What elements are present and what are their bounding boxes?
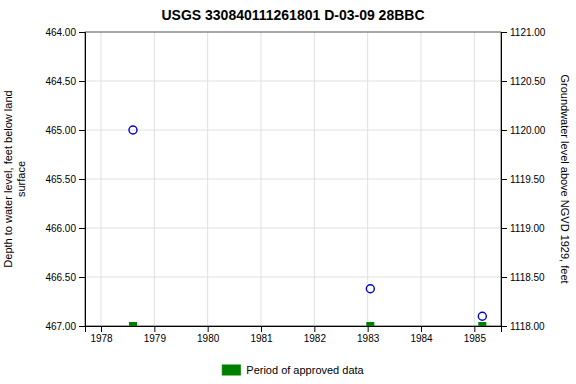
- tick-label: 465.50: [45, 174, 76, 185]
- tick-label: 1119.00: [510, 223, 545, 234]
- tick: 1118.50: [501, 272, 545, 283]
- tick-mark: [79, 277, 85, 278]
- tick: 1984: [410, 326, 433, 344]
- tick-mark: [421, 326, 422, 332]
- axis-line: [502, 33, 508, 327]
- plot: 19781979198019811982198319841985464.0046…: [2, 27, 571, 344]
- tick: 467.00: [45, 321, 85, 332]
- tick-label: 1120.50: [510, 76, 546, 87]
- tick-mark: [501, 326, 507, 327]
- tick-label: 1118.50: [510, 272, 545, 283]
- point: [366, 285, 374, 293]
- tick-label: 1979: [144, 333, 167, 344]
- tick-mark: [501, 179, 507, 180]
- tick-mark: [79, 130, 85, 131]
- y-axis-title-line: Depth to water level, feet below land: [2, 90, 14, 267]
- tick-label: 1978: [90, 333, 113, 344]
- series: [130, 323, 486, 327]
- series: [129, 126, 486, 320]
- x-axis: 1978 1979 1980 1981 1982 1983 1984 1985: [86, 326, 502, 344]
- tick: 1120.00: [501, 125, 546, 136]
- tick: 1980: [197, 326, 220, 344]
- tick-label: 465.00: [45, 125, 76, 136]
- tick-label: 1121.00: [510, 27, 546, 38]
- grid-line: [85, 277, 501, 278]
- tick-mark: [154, 326, 155, 332]
- tick-mark: [501, 81, 507, 82]
- tick: 1121.00: [501, 27, 546, 38]
- tick-mark: [101, 326, 102, 332]
- tick: 465.50: [45, 174, 85, 185]
- tick-label: 1981: [250, 333, 273, 344]
- tick-mark: [501, 228, 507, 229]
- tick: 1979: [144, 326, 167, 344]
- tick-label: 1985: [464, 333, 487, 344]
- tick: 1119.00: [501, 223, 545, 234]
- y-axis-title-line: surface: [15, 161, 27, 197]
- legend-label: Period of approved data: [246, 364, 364, 376]
- tick-label: 1984: [410, 333, 433, 344]
- tick-label: 464.50: [45, 76, 76, 87]
- y2-axis-title: Groundwater level above NGVD 1929, feet: [559, 74, 571, 283]
- tick-mark: [501, 277, 507, 278]
- tick-label: 1980: [197, 333, 220, 344]
- chart: 19781979198019811982198319841985464.0046…: [0, 0, 576, 384]
- marks: [129, 126, 486, 326]
- y-axis-title: Depth to water level, feet below landsur…: [2, 90, 27, 267]
- tick: 465.00: [45, 125, 85, 136]
- tick-label: 1118.00: [510, 321, 545, 332]
- point: [129, 126, 137, 134]
- tick-label: 466.00: [45, 223, 76, 234]
- tick-label: 464.00: [45, 27, 76, 38]
- grid-line: [85, 228, 501, 229]
- grid-line: [85, 81, 501, 82]
- tick-mark: [208, 326, 209, 332]
- legend-swatch: [222, 365, 240, 375]
- y2-axis: 1118.00 1118.50 1119.00 1119.50 1120.00 1120.…: [501, 27, 546, 332]
- legend-item: Period of approved data: [222, 364, 364, 376]
- tick: 466.00: [45, 223, 85, 234]
- tick-mark: [368, 326, 369, 332]
- tick-mark: [79, 179, 85, 180]
- point: [478, 312, 486, 320]
- point: [479, 323, 486, 327]
- plot-frame: [85, 32, 501, 326]
- tick-label: 466.50: [45, 272, 76, 283]
- tick-mark: [79, 32, 85, 33]
- tick-label: 1983: [357, 333, 380, 344]
- tick-mark: [261, 326, 262, 332]
- tick: 1118.00: [501, 321, 545, 332]
- tick: 1119.50: [501, 174, 545, 185]
- tick-mark: [79, 326, 85, 327]
- grid: [85, 32, 501, 326]
- grid-line: [85, 130, 501, 131]
- tick-mark: [474, 326, 475, 332]
- tick: 1983: [357, 326, 380, 344]
- title: USGS 330840111261801 D-03-09 28BBC: [161, 7, 424, 23]
- tick: 466.50: [45, 272, 85, 283]
- tick-label: 467.00: [45, 321, 76, 332]
- tick-label: 1982: [304, 333, 327, 344]
- grid-line: [85, 179, 501, 180]
- tick-mark: [501, 32, 507, 33]
- tick-label: 1120.00: [510, 125, 546, 136]
- tick: 1978: [90, 326, 113, 344]
- tick: 1981: [250, 326, 273, 344]
- tick: 1982: [304, 326, 327, 344]
- point: [130, 323, 137, 327]
- y-axis: 464.00 464.50 465.00 465.50 466.00 466.50 467.…: [45, 27, 85, 332]
- tick-label: 1119.50: [510, 174, 545, 185]
- tick: 1120.50: [501, 76, 546, 87]
- tick-mark: [79, 81, 85, 82]
- axis-line: [86, 327, 502, 333]
- tick-mark: [79, 228, 85, 229]
- tick: 464.00: [45, 27, 85, 38]
- axis-line: [79, 33, 86, 327]
- legend: Period of approved data: [222, 364, 364, 376]
- point: [367, 323, 374, 327]
- tick-mark: [314, 326, 315, 332]
- tick: 1985: [464, 326, 487, 344]
- tick-mark: [501, 130, 507, 131]
- tick: 464.50: [45, 76, 85, 87]
